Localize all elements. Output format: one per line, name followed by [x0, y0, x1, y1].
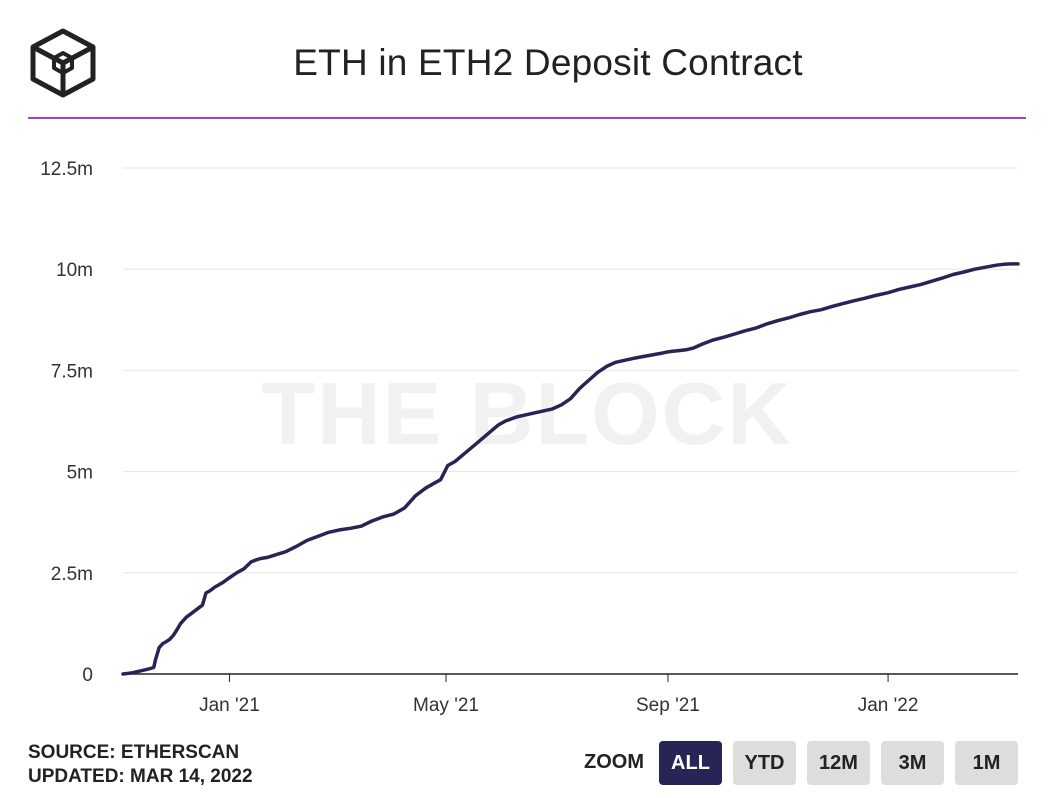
title-divider	[28, 117, 1026, 119]
y-tick-label: 5m	[67, 463, 93, 484]
y-axis-ticks: 0 2.5m 5m 7.5m 10m 12.5m	[40, 159, 93, 686]
zoom-label: ZOOM	[584, 751, 644, 773]
source-note: SOURCE: ETHERSCAN UPDATED: MAR 14, 2022	[28, 741, 253, 789]
series-line-eth-deposits	[121, 262, 1020, 676]
zoom-ytd-button[interactable]: YTD	[733, 741, 796, 785]
x-tick-label: Jan '22	[858, 695, 919, 716]
y-tick-label: 10m	[56, 260, 93, 281]
y-tick-label: 7.5m	[51, 361, 93, 382]
updated-label: UPDATED: MAR 14, 2022	[28, 766, 253, 787]
x-tick-label: Sep '21	[636, 695, 700, 716]
y-tick-label: 12.5m	[40, 159, 93, 180]
grid-lines	[123, 167, 1018, 574]
zoom-3m-button[interactable]: 3M	[881, 741, 944, 785]
y-tick-label: 2.5m	[51, 564, 93, 585]
the-block-cube-logo-icon	[30, 28, 96, 98]
page-title: ETH in ETH2 Deposit Contract	[293, 42, 803, 83]
source-label: SOURCE: ETHERSCAN	[28, 742, 240, 763]
zoom-12m-button[interactable]: 12M	[807, 741, 870, 785]
y-tick-label: 0	[82, 665, 93, 686]
zoom-1m-button[interactable]: 1M	[955, 741, 1018, 785]
x-tick-label: Jan '21	[199, 695, 260, 716]
x-axis-ticks: Jan '21 May '21 Sep '21 Jan '22	[199, 674, 918, 716]
x-tick-label: May '21	[413, 695, 479, 716]
zoom-all-button[interactable]: ALL	[659, 741, 722, 785]
